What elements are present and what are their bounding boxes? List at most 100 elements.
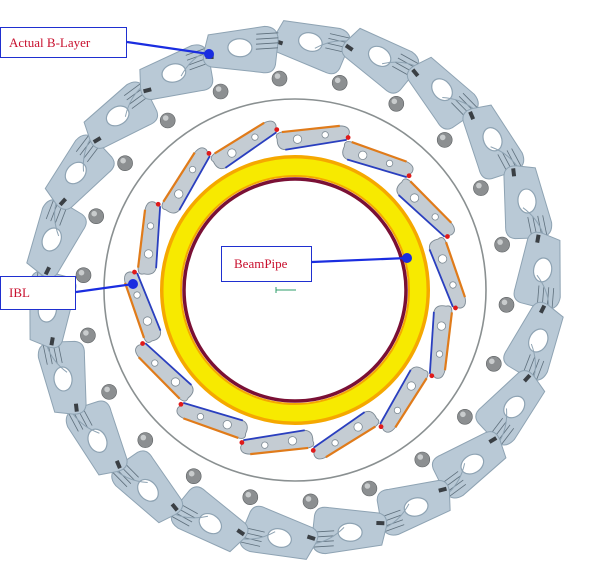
cooling-ball-highlight bbox=[501, 299, 508, 306]
b-layer-stave-flex bbox=[46, 346, 68, 373]
cooling-ball bbox=[75, 267, 92, 284]
cooling-ball-highlight bbox=[83, 330, 89, 336]
ibl-stave-sensor bbox=[144, 342, 192, 386]
ibl-stave-marker bbox=[132, 269, 137, 275]
ibl-stave-outer-edge bbox=[137, 356, 181, 400]
ibl-stave-body bbox=[240, 429, 315, 455]
cooling-ball bbox=[137, 432, 154, 448]
b-layer-stave-hole bbox=[227, 38, 253, 58]
b-layer-stave bbox=[490, 146, 553, 240]
b-layer-stave-tab bbox=[73, 403, 79, 412]
b-layer-stave-flex bbox=[72, 413, 100, 434]
cooling-ball-highlight bbox=[78, 269, 85, 276]
b-layer-stave bbox=[169, 486, 276, 553]
label-beampipe-text: BeamPipe bbox=[234, 256, 288, 271]
b-layer-stave-line bbox=[383, 524, 405, 533]
ibl-stave bbox=[135, 341, 194, 402]
ibl-stave-hole bbox=[261, 441, 269, 449]
cooling-ball-highlight bbox=[305, 496, 312, 502]
cooling-ball-highlight bbox=[104, 386, 110, 393]
cooling-ball-highlight bbox=[120, 157, 126, 164]
cooling-ball bbox=[117, 155, 133, 171]
ibl-stave-sensor bbox=[243, 429, 305, 442]
ibl-stave-body bbox=[161, 147, 211, 214]
b-layer-stave-line bbox=[256, 37, 279, 40]
cooling-ball bbox=[436, 132, 453, 148]
b-layer-stave-tab bbox=[114, 460, 122, 469]
ibl-stave-body bbox=[379, 366, 429, 433]
ibl-stave-sensor bbox=[155, 206, 162, 269]
ibl-stave-outer-edge bbox=[443, 312, 453, 371]
ibl-stave-marker bbox=[345, 135, 351, 140]
ibl-stave-sensor bbox=[136, 272, 162, 331]
cooling-ball-highlight bbox=[188, 470, 195, 477]
ibl-stave-hole bbox=[435, 350, 444, 358]
cooling-ball bbox=[212, 83, 229, 100]
ibl-support-tube bbox=[103, 98, 487, 482]
ibl-stave-hole bbox=[174, 189, 184, 199]
b-layer-stave-flex bbox=[386, 503, 410, 528]
b-layer-stave-line bbox=[256, 32, 279, 35]
callout-dot-b-layer bbox=[204, 49, 214, 59]
ibl-stave-body bbox=[176, 402, 248, 439]
ibl-stave-hole bbox=[287, 436, 298, 446]
ibl-stave-hole bbox=[358, 150, 368, 160]
ibl-stave-outer-edge bbox=[137, 209, 147, 268]
ibl-stave-hole bbox=[170, 377, 181, 387]
callout-line-ibl bbox=[75, 282, 134, 294]
ibl-stave-marker bbox=[378, 424, 384, 430]
b-layer-stave bbox=[513, 207, 561, 311]
ibl-stave-marker bbox=[310, 448, 316, 453]
ibl-stave-outer-edge bbox=[183, 417, 239, 439]
b-layer-stave-hole bbox=[87, 428, 108, 453]
cooling-ball-highlight bbox=[91, 210, 97, 217]
b-layer-stave-flex bbox=[530, 343, 536, 377]
b-layer-stave bbox=[442, 97, 525, 180]
cooling-ball bbox=[271, 70, 288, 87]
b-layer-stave-tab bbox=[306, 534, 316, 541]
b-layer-stave-hole bbox=[517, 188, 537, 214]
ibl-stave-hole bbox=[321, 131, 329, 139]
b-layer-stave-flex bbox=[124, 87, 141, 117]
b-layer-stave-tab bbox=[43, 266, 52, 276]
cooling-ball bbox=[473, 180, 489, 196]
b-layer-stave bbox=[44, 133, 115, 237]
ibl-stave-hole bbox=[431, 213, 439, 221]
cooling-ball-highlight bbox=[364, 483, 371, 489]
ibl-stave-hole bbox=[331, 439, 339, 447]
ibl-stave bbox=[137, 201, 162, 275]
ibl-stave-marker bbox=[274, 127, 280, 132]
ibl-stave-sensor bbox=[285, 138, 347, 151]
ibl-stave-outer-edge bbox=[325, 425, 376, 459]
b-layer-stave-line bbox=[500, 428, 515, 447]
b-layer-stave-tab bbox=[438, 486, 447, 493]
ibl-stave-sensor bbox=[428, 311, 435, 374]
ibl-stave-body bbox=[428, 237, 466, 309]
cooling-ball bbox=[88, 208, 104, 224]
b-layer-stave-line bbox=[123, 82, 143, 97]
b-layer-stave-tab bbox=[143, 87, 152, 94]
b-layer-stave-line bbox=[67, 411, 79, 432]
b-layer-stave-line bbox=[42, 342, 48, 365]
b-layer-stave-hole bbox=[53, 366, 73, 392]
ibl-stave-hole bbox=[227, 148, 237, 158]
b-layer-stave-flex bbox=[315, 527, 345, 544]
callout-dot-beampipe bbox=[402, 253, 412, 263]
b-layer-stave-line bbox=[462, 92, 479, 110]
callout-lines bbox=[75, 40, 412, 294]
cooling-ball-highlight bbox=[476, 182, 482, 189]
ibl-stave-sensor bbox=[346, 158, 407, 179]
b-layer-stave-flex bbox=[522, 207, 544, 234]
cooling-ball-highlight bbox=[140, 434, 147, 441]
ibl-stave-marker bbox=[445, 234, 450, 239]
ibl-stave-hole bbox=[196, 413, 205, 421]
ibl-stave-hole bbox=[436, 321, 447, 331]
ibl-stave-marker bbox=[140, 341, 145, 346]
ibl-stave-marker bbox=[429, 373, 435, 379]
b-layer-stave-flex bbox=[243, 531, 276, 540]
b-layer-stave-flex bbox=[314, 40, 347, 49]
cooling-ball-highlight bbox=[391, 98, 398, 105]
b-layer-stave-flex bbox=[536, 274, 550, 306]
b-layer-stave-flex bbox=[442, 97, 474, 109]
b-layer-stave-line bbox=[551, 288, 555, 311]
